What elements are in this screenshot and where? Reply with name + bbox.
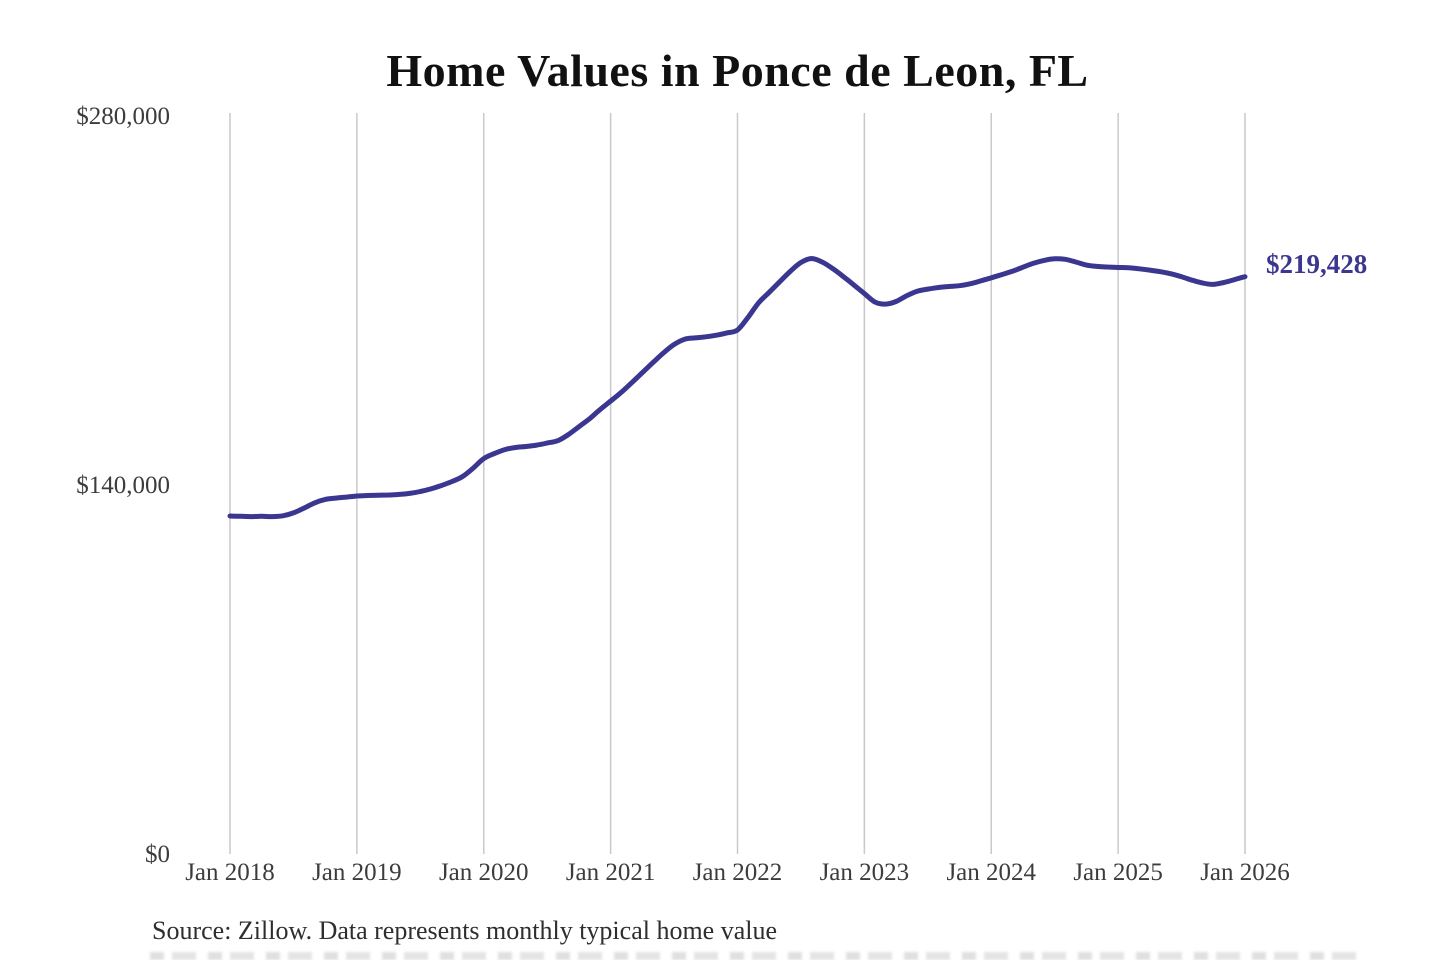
x-tick-label: Jan 2018 bbox=[185, 859, 275, 886]
y-tick-label: $0 bbox=[145, 841, 170, 868]
source-note: Source: Zillow. Data represents monthly … bbox=[152, 916, 778, 945]
y-tick-label: $280,000 bbox=[76, 103, 170, 130]
home-value-series-line bbox=[227, 256, 1248, 520]
y-tick-label: $140,000 bbox=[76, 472, 170, 499]
x-tick-label: Jan 2023 bbox=[819, 859, 910, 886]
cropped-text-artifact bbox=[150, 952, 1365, 960]
chart-title: Home Values in Ponce de Leon, FL bbox=[386, 45, 1089, 96]
x-tick-label: Jan 2019 bbox=[312, 859, 402, 886]
x-tick-label: Jan 2020 bbox=[438, 859, 529, 886]
x-tick-label: Jan 2024 bbox=[946, 859, 1037, 886]
latest-value-label: $219,428 bbox=[1266, 249, 1368, 279]
x-tick-label: Jan 2022 bbox=[692, 859, 783, 886]
x-tick-label: Jan 2021 bbox=[565, 859, 656, 886]
x-tick-label: Jan 2026 bbox=[1200, 859, 1290, 886]
gridlines bbox=[229, 113, 1246, 854]
x-tick-label: Jan 2025 bbox=[1073, 859, 1163, 886]
series-group bbox=[227, 256, 1248, 520]
